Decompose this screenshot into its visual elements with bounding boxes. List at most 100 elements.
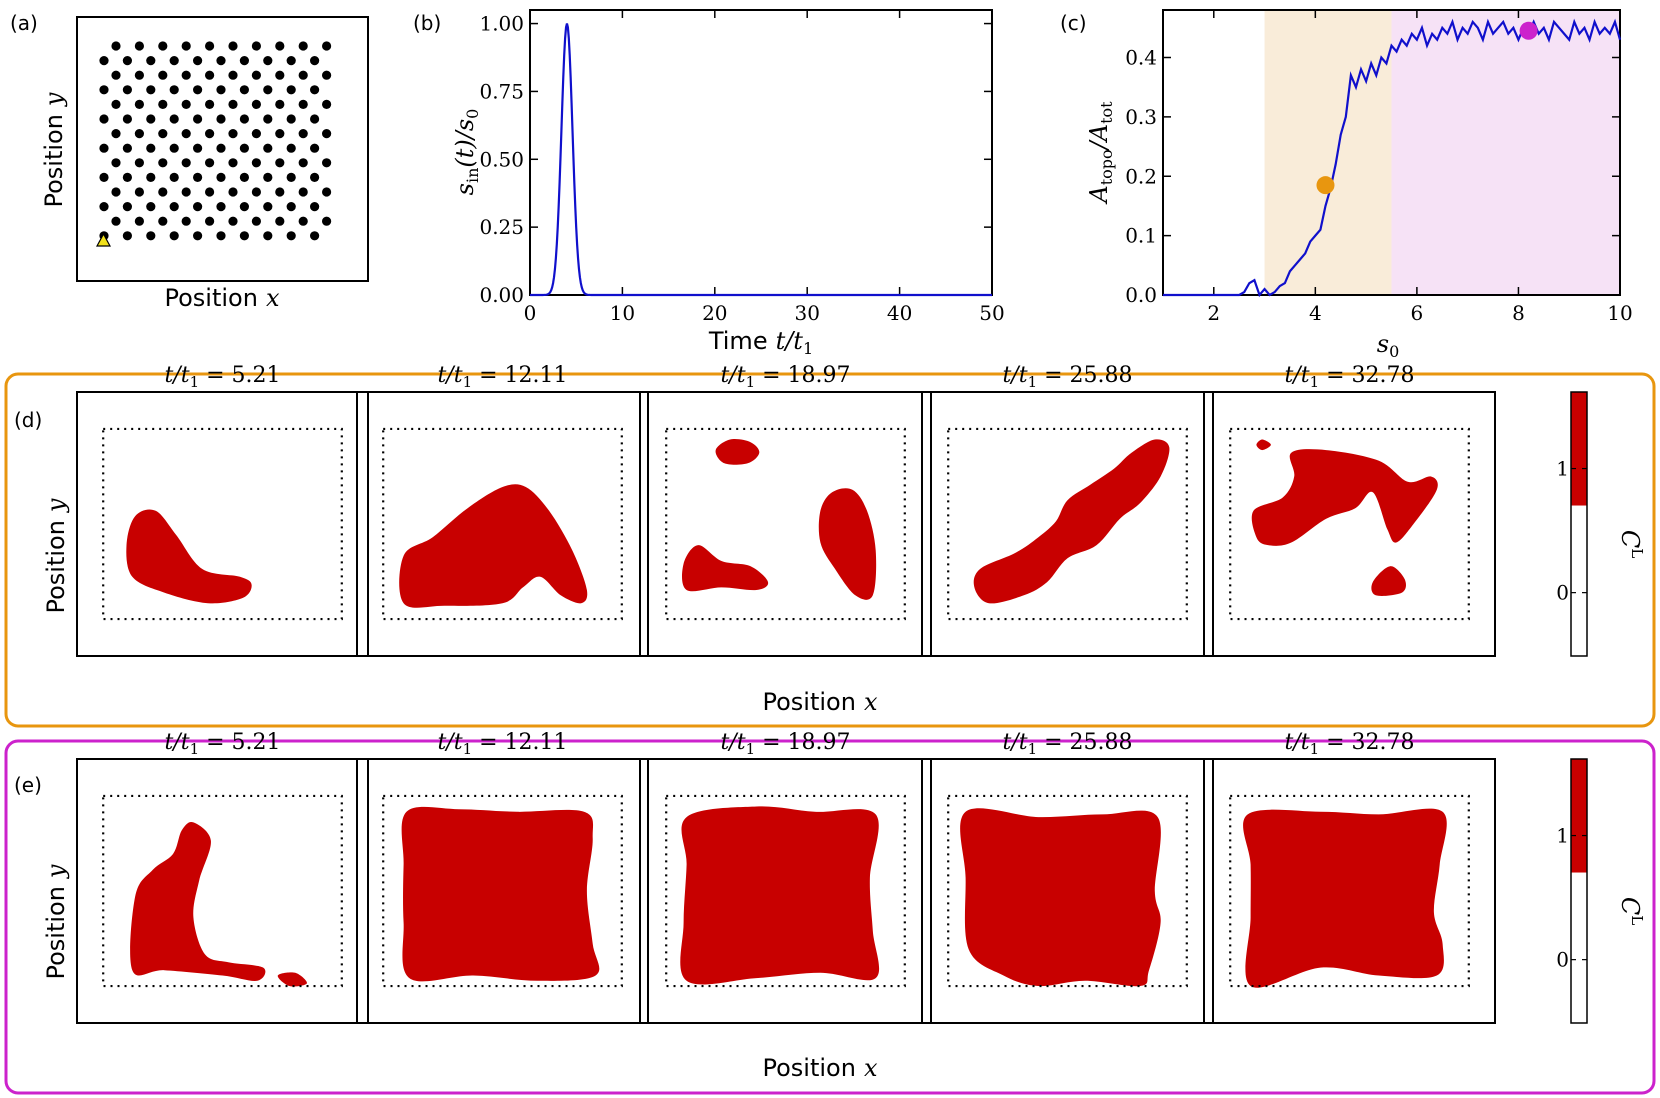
lattice-site [322, 158, 332, 168]
input-site-marker [95, 232, 112, 247]
row-e-topological-region [130, 821, 266, 982]
lattice-site [181, 216, 191, 226]
chart-c-marker-orange [1316, 176, 1335, 195]
lattice-site [228, 70, 238, 80]
lattice-site [111, 129, 121, 139]
row-d-bulk-boundary [102, 427, 343, 621]
lattice-site [146, 143, 156, 153]
row-e-bulk-boundary [1229, 794, 1470, 988]
lattice-site [122, 202, 132, 212]
lattice-site [99, 114, 109, 124]
lattice-site [193, 85, 203, 95]
lattice-site [205, 129, 215, 139]
lattice-site [193, 202, 203, 212]
chart-c-frame [1162, 9, 1621, 296]
lattice-site [275, 216, 285, 226]
lattice-site [169, 143, 179, 153]
lattice-site [111, 41, 121, 51]
lattice-site [193, 172, 203, 182]
row-e-snapshot-frame [76, 758, 369, 1024]
lattice-site [228, 99, 238, 109]
row-d-snapshot-frame [76, 391, 369, 657]
row-d-colorbar-red [1571, 392, 1587, 506]
lattice-site [275, 129, 285, 139]
lattice-site [286, 143, 296, 153]
panel-label-d: (d) [14, 408, 42, 432]
chart-b-xtick-label: 40 [887, 301, 912, 325]
chart-c-ytick-label: 0.0 [1125, 283, 1157, 307]
lattice-site [158, 129, 168, 139]
chart-c-xlabel: s0 [1377, 330, 1400, 361]
chart-b-xtick-label: 50 [979, 301, 1004, 325]
lattice-site [146, 56, 156, 66]
lattice-site [251, 216, 261, 226]
row-e-snapshot-frame [921, 758, 1214, 1024]
panel-a-xlabel: Position x [165, 284, 280, 312]
chart-c-marker-purple [1519, 21, 1538, 40]
lattice-site [228, 216, 238, 226]
lattice-site [216, 114, 226, 124]
row-d-bulk-boundary [947, 427, 1188, 621]
lattice-site [298, 41, 308, 51]
lattice-site [181, 99, 191, 109]
lattice-sites [99, 41, 332, 241]
lattice-site [122, 114, 132, 124]
lattice-site [205, 216, 215, 226]
lattice-site [263, 143, 273, 153]
chart-b-ytick-label: 0.00 [479, 283, 524, 307]
row-d-xlabel: Position x [763, 688, 878, 716]
lattice-site [322, 41, 332, 51]
lattice-site [251, 99, 261, 109]
lattice-site [263, 172, 273, 182]
chart-c-ytick-label: 0.2 [1125, 164, 1157, 188]
row-e-time-label: t/t1 = 5.21 [164, 730, 280, 758]
row-e-snapshot-frame [1203, 758, 1496, 1024]
lattice-site [216, 172, 226, 182]
lattice-site [146, 114, 156, 124]
lattice-site [322, 70, 332, 80]
lattice-site [310, 56, 320, 66]
row-e-bulk-boundary [382, 794, 623, 988]
row-d-colorbar-frame [1570, 391, 1588, 657]
lattice-site [298, 158, 308, 168]
chart-b-ticks: 0 10 20 30 40 50 0.00 0.25 0.50 0.75 1.00 [479, 10, 1005, 325]
lattice-site [322, 129, 332, 139]
lattice-site [216, 202, 226, 212]
lattice-site [286, 85, 296, 95]
snapshot-row-e: t/t1 = 5.21 t/t1 = 12.11 t/t1 = 18.97 t/t1 … [76, 730, 1646, 1024]
lattice-site [122, 231, 132, 241]
row-d-snapshot-frame [356, 391, 649, 657]
lattice-site [251, 187, 261, 197]
row-e-colorbar-tick-label: 1 [1556, 824, 1569, 848]
chart-b-xtick-label: 20 [702, 301, 727, 325]
lattice-site [310, 172, 320, 182]
lattice-site [134, 99, 144, 109]
row-e-snapshot-frame [639, 758, 932, 1024]
lattice-site [228, 187, 238, 197]
lattice-site [298, 187, 308, 197]
row-e-bulk-boundary [102, 794, 343, 988]
lattice-site [134, 70, 144, 80]
row-d-topological-region [715, 439, 760, 465]
lattice-site [146, 202, 156, 212]
lattice-site [239, 172, 249, 182]
lattice-site [181, 187, 191, 197]
lattice-site [111, 158, 121, 168]
chart-c-ylabel: Atopo/Atot [1085, 101, 1116, 205]
lattice-site [205, 158, 215, 168]
lattice-site [275, 158, 285, 168]
row-d-snapshot-frame [921, 391, 1214, 657]
lattice-site [158, 158, 168, 168]
lattice-site [251, 158, 261, 168]
lattice-site [239, 231, 249, 241]
lattice-site [169, 114, 179, 124]
chart-c-ytick-label: 0.4 [1125, 46, 1157, 70]
lattice-site [134, 216, 144, 226]
row-d-topological-region [1256, 439, 1271, 451]
panel-a-ylabel: Positiony [40, 92, 68, 207]
lattice-site [228, 129, 238, 139]
lattice-site [310, 143, 320, 153]
row-d-ylabel: Positiony [42, 498, 70, 613]
lattice-site [181, 41, 191, 51]
